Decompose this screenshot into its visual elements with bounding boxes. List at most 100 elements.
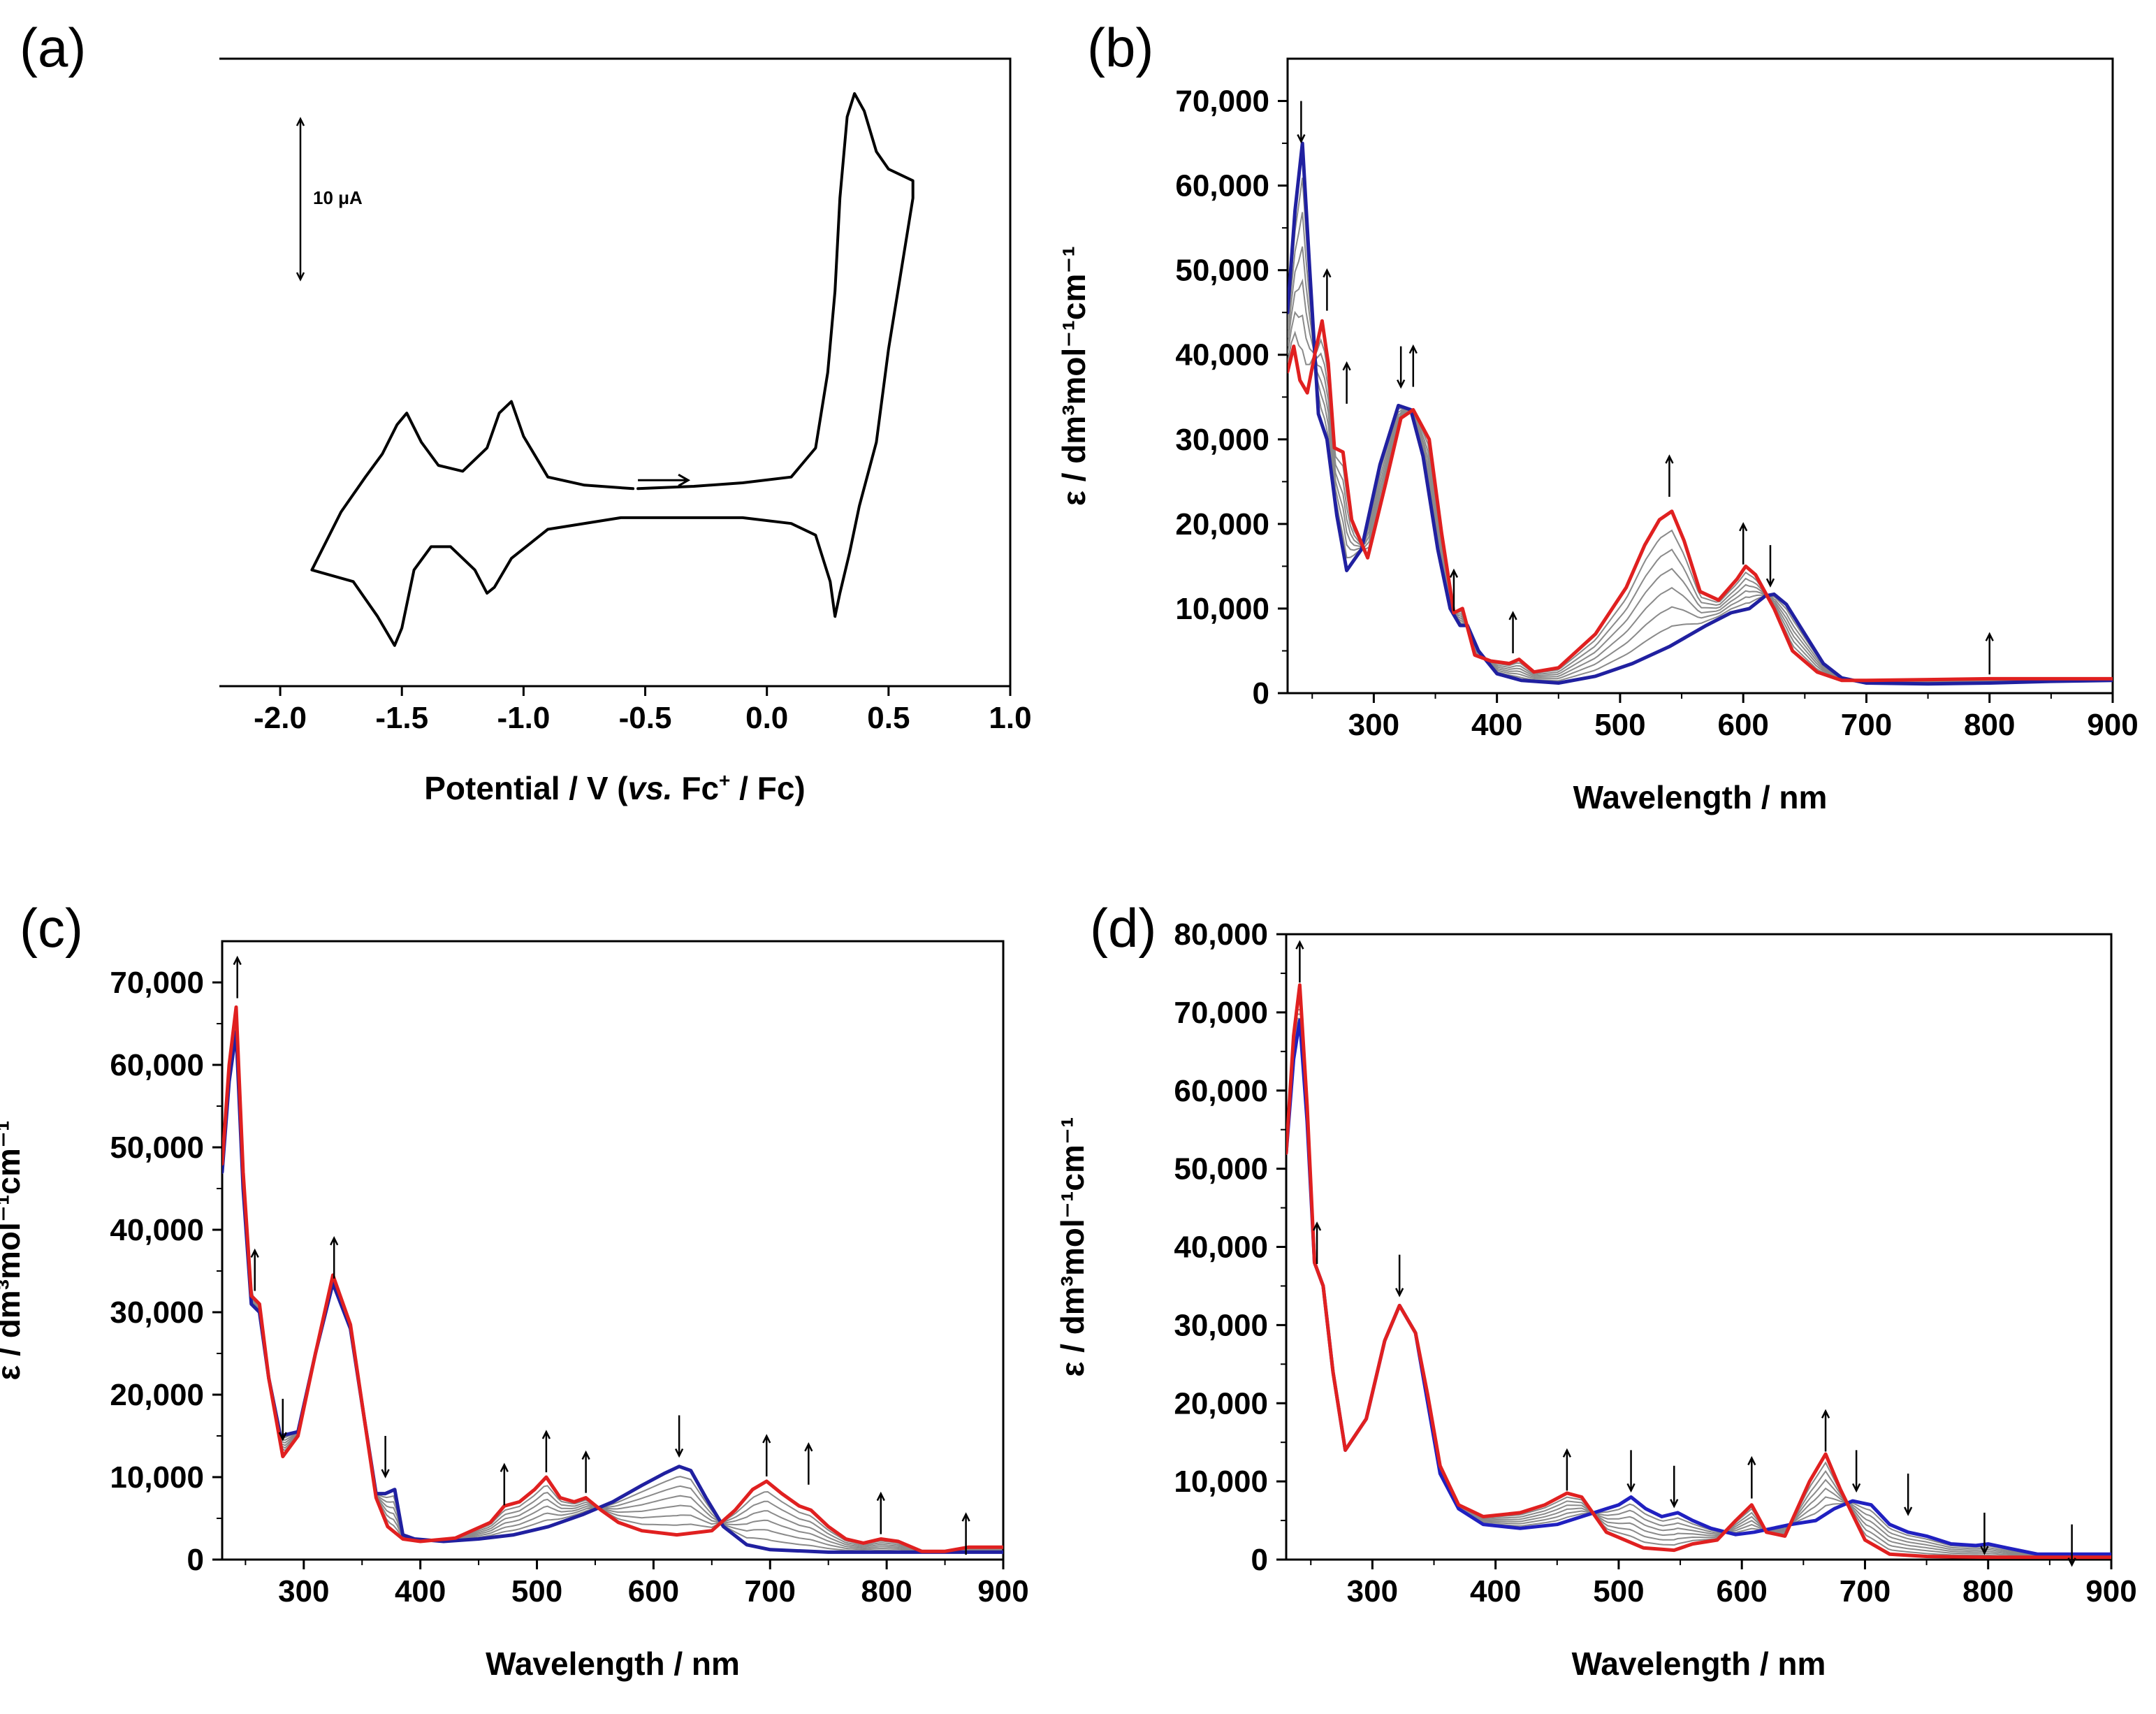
x-tick-label: 800	[1962, 1574, 2013, 1608]
change-arrowhead	[1449, 568, 1459, 579]
series-line-2	[1288, 319, 2113, 683]
change-arrowhead	[1747, 1455, 1756, 1466]
series-line-1	[310, 92, 915, 647]
change-arrowhead	[1821, 1409, 1830, 1418]
change-arrowhead	[250, 1248, 259, 1258]
x-tick-label: 400	[1471, 708, 1522, 742]
change-arrowhead	[1312, 1221, 1322, 1231]
panel-letter: (d)	[1090, 897, 1156, 959]
change-arrowhead	[1562, 1448, 1572, 1458]
intermediate-trace	[1286, 1030, 2111, 1555]
x-tick-label: 0.5	[867, 701, 910, 735]
y-tick-label: 40,000	[110, 1213, 204, 1247]
y-axis-label: ε / dm³mol⁻¹cm⁻¹	[0, 1121, 27, 1381]
scale-bar-arrowhead	[296, 272, 305, 282]
series-line-2	[222, 1005, 1003, 1553]
x-tick-label: 0.0	[745, 701, 788, 735]
x-axis-label-part: / Fc)	[730, 770, 805, 806]
x-tick-label: -1.5	[375, 701, 428, 735]
x-tick-label: 500	[511, 1574, 562, 1608]
y-tick-label: 50,000	[1175, 254, 1269, 288]
y-tick-label: 70,000	[1175, 85, 1269, 119]
y-tick-label: 20,000	[1175, 507, 1269, 542]
plot-frame	[219, 57, 1012, 688]
intermediate-trace	[222, 1021, 1003, 1553]
x-tick-label: 500	[1593, 1574, 1644, 1608]
intermediate-trace	[1288, 310, 2112, 682]
change-arrowhead	[961, 1512, 970, 1522]
change-arrowhead	[1904, 1506, 1913, 1516]
plot-frame	[1286, 57, 2114, 695]
x-axis-label-part: vs.	[628, 770, 673, 806]
x-tick-label: -1.0	[497, 701, 550, 735]
x-tick-label: 600	[628, 1574, 679, 1608]
x-tick-label: 900	[2087, 708, 2138, 742]
y-tick-label: 10,000	[1174, 1465, 1268, 1499]
x-tick-label: 800	[1964, 708, 2015, 742]
plot-area	[1286, 983, 2111, 1560]
change-arrowhead	[381, 1469, 390, 1479]
change-arrowhead	[1670, 1499, 1679, 1509]
x-tick-label: 500	[1594, 708, 1645, 742]
intermediate-trace	[222, 1017, 1003, 1553]
plot-area	[310, 92, 915, 647]
y-tick-label: 60,000	[110, 1048, 204, 1082]
x-tick-label: 600	[1716, 1574, 1767, 1608]
y-tick-label: 0	[1253, 676, 1269, 711]
change-arrowhead	[1985, 632, 1994, 641]
x-tick-label: 300	[278, 1574, 329, 1608]
y-tick-label: 80,000	[1174, 917, 1268, 952]
x-tick-label: 400	[1470, 1574, 1521, 1608]
x-axis-label: Wavelength / nm	[1572, 1646, 1826, 1682]
change-arrowhead	[233, 955, 242, 966]
scan-direction-arrow	[638, 473, 691, 487]
x-tick-label: -0.5	[619, 701, 672, 735]
scale-bar-label: 10 μA	[313, 187, 363, 208]
change-arrowhead	[1665, 454, 1674, 464]
change-arrowhead	[876, 1491, 885, 1502]
y-tick-label: 20,000	[1174, 1386, 1268, 1421]
change-arrowhead	[1508, 611, 1517, 620]
x-tick-label: 900	[977, 1574, 1028, 1608]
panel-d: (d) 300 400 500 600 700 800 900 0 10,000 20,000 30,…	[1054, 897, 2137, 1682]
change-arrowhead	[1739, 522, 1748, 532]
plot-frame	[1285, 933, 2113, 1561]
y-tick-label: 50,000	[1174, 1152, 1268, 1186]
change-arrowhead	[674, 1448, 684, 1458]
panel-a: (a) -2.0 -1.5 -1.0 -0.5 0.0 0.5 1.0 Potential / …	[20, 17, 1032, 806]
change-arrowhead	[1765, 578, 1775, 588]
change-arrowhead	[1626, 1483, 1636, 1493]
y-tick-label: 0	[1251, 1543, 1268, 1577]
change-arrowhead	[1408, 344, 1418, 354]
plot-area	[222, 1005, 1003, 1554]
change-arrowhead	[1395, 1288, 1404, 1298]
change-arrowhead	[1852, 1483, 1861, 1493]
series-line-2	[1286, 983, 2111, 1560]
change-arrowhead	[2067, 1557, 2076, 1567]
x-tick-label: 900	[2085, 1574, 2136, 1608]
change-arrowhead	[500, 1462, 509, 1472]
y-tick-label: 40,000	[1174, 1230, 1268, 1265]
intermediate-trace	[1288, 278, 2112, 683]
change-arrowhead	[762, 1434, 771, 1444]
x-tick-label: 1.0	[989, 701, 1031, 735]
x-axis-label: Wavelength / nm	[486, 1646, 740, 1682]
y-tick-label: 70,000	[1174, 996, 1268, 1030]
x-tick-label: -2.0	[254, 701, 307, 735]
series-line-1	[1286, 1018, 2111, 1556]
change-arrowhead	[1342, 361, 1351, 371]
x-tick-label: 400	[395, 1574, 446, 1608]
change-arrowhead	[278, 1432, 287, 1441]
intermediate-trace	[222, 1010, 1003, 1553]
panel-c: (c) 300 400 500 600 700 800 900 0 10,000 20,000 30,…	[0, 897, 1029, 1682]
intermediate-trace	[1286, 1026, 2111, 1556]
y-tick-label: 10,000	[110, 1460, 204, 1495]
x-tick-label: 600	[1717, 708, 1768, 742]
series-line-1	[1288, 141, 2113, 686]
y-tick-label: 10,000	[1175, 592, 1269, 626]
y-tick-label: 0	[187, 1543, 204, 1577]
x-axis-label-part: +	[719, 769, 730, 791]
change-arrowhead	[1297, 133, 1306, 144]
x-tick-label: 800	[861, 1574, 912, 1608]
